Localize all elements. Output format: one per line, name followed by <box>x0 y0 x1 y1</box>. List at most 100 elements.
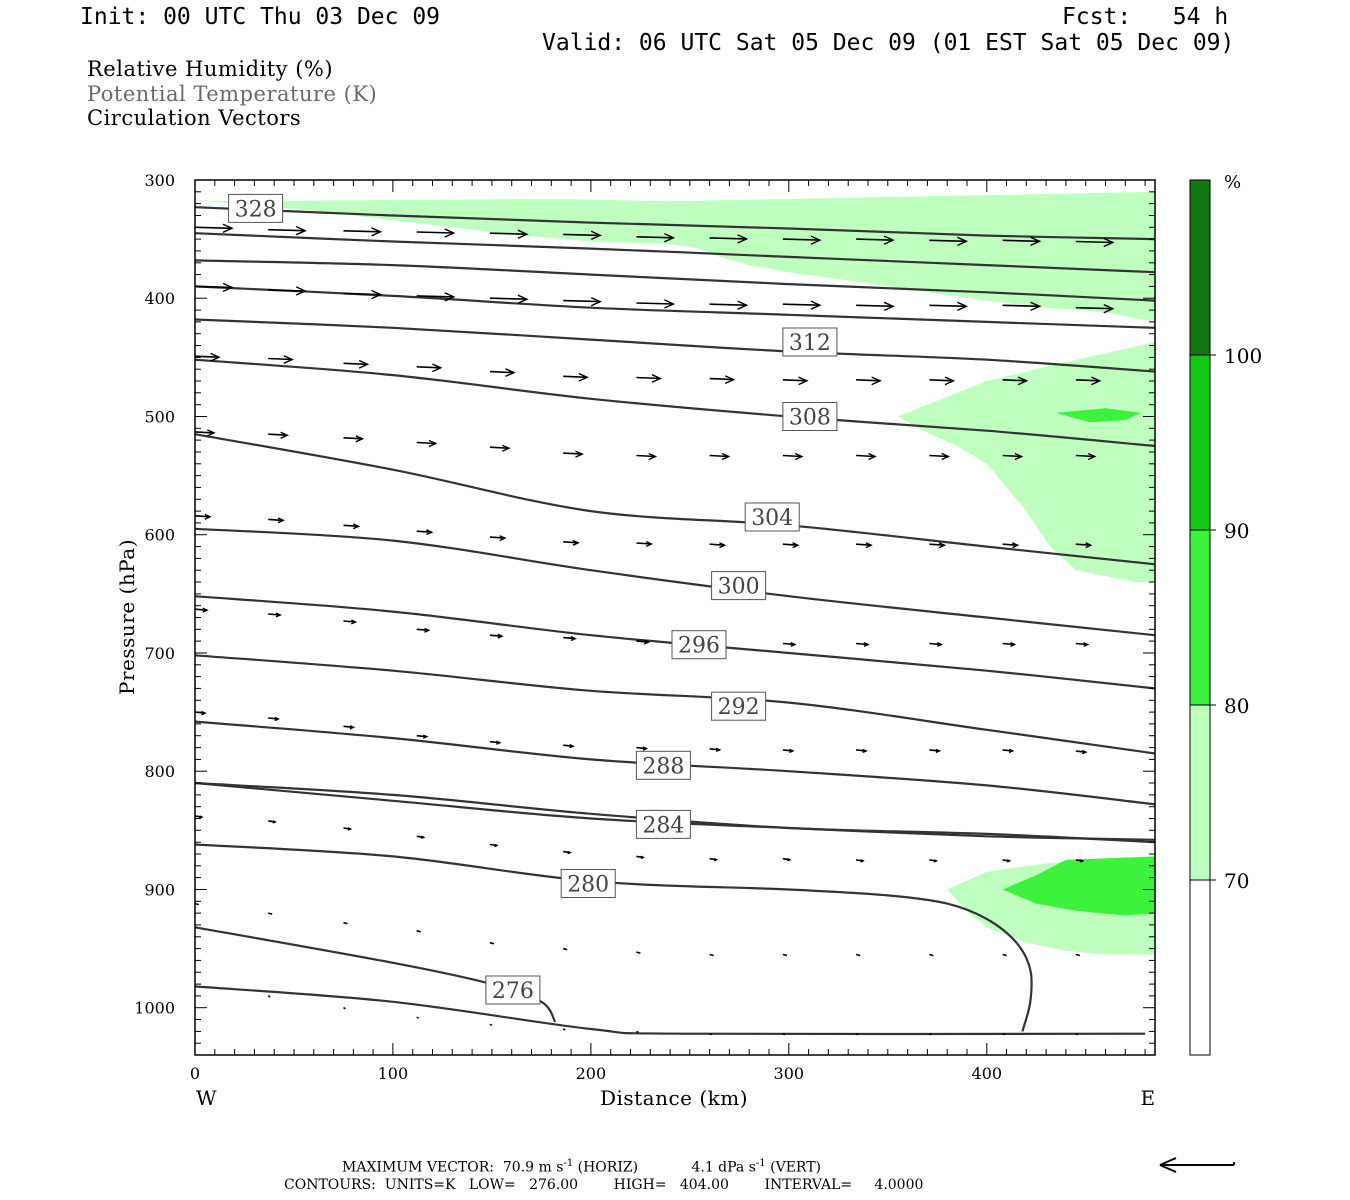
vector-layer <box>194 223 1115 1036</box>
contour-label-text: 284 <box>642 813 684 838</box>
vector-arrow <box>929 542 947 549</box>
vector-arrow <box>343 827 353 831</box>
vector-arrow <box>489 740 502 745</box>
vector-arrow <box>268 225 307 236</box>
contour-label-296: 296 <box>671 630 727 660</box>
contour-label-284: 284 <box>635 809 691 839</box>
vector-arrow <box>929 452 951 461</box>
colorbar-segment-90 <box>1190 355 1210 530</box>
vector-arrow <box>343 435 365 443</box>
vector-arrow <box>929 953 934 957</box>
vector-arrow <box>1002 452 1024 461</box>
vector-arrow <box>782 1032 786 1036</box>
vector-arrow <box>856 641 870 648</box>
vector-arrow <box>856 748 868 754</box>
field-vectors: Circulation Vectors <box>87 106 302 130</box>
reference-vector-arrow-icon <box>1159 1157 1235 1173</box>
vector-arrow <box>1075 376 1102 386</box>
contour-label-box <box>711 691 767 721</box>
vector-arrow <box>1075 1032 1079 1036</box>
vector-arrow <box>194 282 234 293</box>
contour-label-box <box>635 750 691 780</box>
contour-label-box <box>635 809 691 839</box>
vector-arrow <box>929 1032 932 1036</box>
vector-arrow <box>855 859 865 863</box>
vector-arrow <box>856 452 877 461</box>
vector-arrow <box>194 607 209 613</box>
vector-arrow <box>268 820 277 824</box>
contour-label-308: 308 <box>782 402 838 431</box>
field-rh: Relative Humidity (%) <box>87 57 334 81</box>
vector-arrow <box>709 857 719 862</box>
x-tick-label: 100 <box>378 1064 409 1083</box>
vector-arrow <box>194 352 221 362</box>
vector-arrow <box>343 359 370 369</box>
vector-arrow <box>563 230 602 241</box>
contour-label-text: 276 <box>492 979 534 1004</box>
isentrope-308 <box>194 358 1156 448</box>
vector-arrow <box>929 859 939 863</box>
vector-arrow <box>343 725 356 730</box>
isentrope-300 <box>194 527 1156 637</box>
vector-arrow <box>489 535 507 542</box>
vector-arrow <box>855 953 861 957</box>
contour-label-304: 304 <box>744 502 800 532</box>
y-tick-label: 400 <box>144 289 175 308</box>
contour-label-box <box>782 327 838 357</box>
contour-label-text: 288 <box>642 754 684 779</box>
x-end-west: W <box>196 1086 217 1110</box>
vector-arrow <box>343 619 358 625</box>
vector-arrow <box>1002 641 1017 648</box>
field-theta: Potential Temperature (K) <box>87 82 378 106</box>
contour-label-text: 304 <box>751 506 793 531</box>
rh-region-1 <box>897 342 1155 582</box>
horiz-exponent: -1 <box>563 1158 574 1169</box>
vector-arrow <box>563 743 575 749</box>
vector-arrow <box>636 1030 639 1034</box>
vector-arrow <box>709 747 722 752</box>
rh-region-0 <box>195 191 1155 322</box>
vector-arrow <box>856 301 895 312</box>
vector-arrow <box>268 286 307 296</box>
colorbar-label-90: 90 <box>1224 519 1249 543</box>
contour-label-328: 328 <box>228 193 284 223</box>
vector-arrow <box>489 368 516 377</box>
vector-arrow <box>1075 859 1085 863</box>
vector-arrow <box>929 376 956 386</box>
contour-label-box <box>671 630 727 660</box>
contour-label-276: 276 <box>485 975 541 1005</box>
vector-arrow <box>562 1028 566 1031</box>
vector-arrow <box>563 372 589 382</box>
vector-arrow <box>636 299 676 309</box>
contour-label-box <box>782 402 838 431</box>
contour-label-text: 292 <box>718 695 760 720</box>
vector-arrow <box>563 450 584 458</box>
vector-arrow <box>416 627 431 633</box>
vector-arrow <box>782 857 792 862</box>
vector-arrow <box>636 374 663 383</box>
vert-exponent: -1 <box>755 1158 766 1169</box>
vector-arrow <box>343 1006 346 1010</box>
vector-arrow <box>636 452 658 461</box>
vector-arrow <box>636 951 641 954</box>
contour-label-text: 312 <box>789 331 831 356</box>
vector-arrow <box>709 542 727 549</box>
vector-arrow <box>489 843 499 848</box>
axes-layer: 300 400 500 600 700 800 900 1000 0 100 200 300 400 <box>134 171 1156 1083</box>
vector-arrow <box>636 540 654 548</box>
colorbar-unit: % <box>1224 172 1241 193</box>
vector-arrow <box>856 376 882 386</box>
vector-arrow <box>1075 953 1080 957</box>
vector-arrow <box>636 233 676 243</box>
vector-arrow <box>1002 748 1015 754</box>
colorbar-label-70: 70 <box>1224 869 1249 893</box>
y-tick-label: 600 <box>144 526 175 545</box>
vector-arrow <box>1002 376 1029 386</box>
vector-arrow <box>1075 542 1093 549</box>
contour-label-text: 308 <box>789 406 831 431</box>
vector-arrow <box>416 363 443 373</box>
vector-arrow <box>416 835 426 840</box>
isentrope-304 <box>194 433 1156 566</box>
init-time: Init: 00 UTC Thu 03 Dec 09 <box>80 4 441 30</box>
y-tick-label: 900 <box>144 881 175 900</box>
